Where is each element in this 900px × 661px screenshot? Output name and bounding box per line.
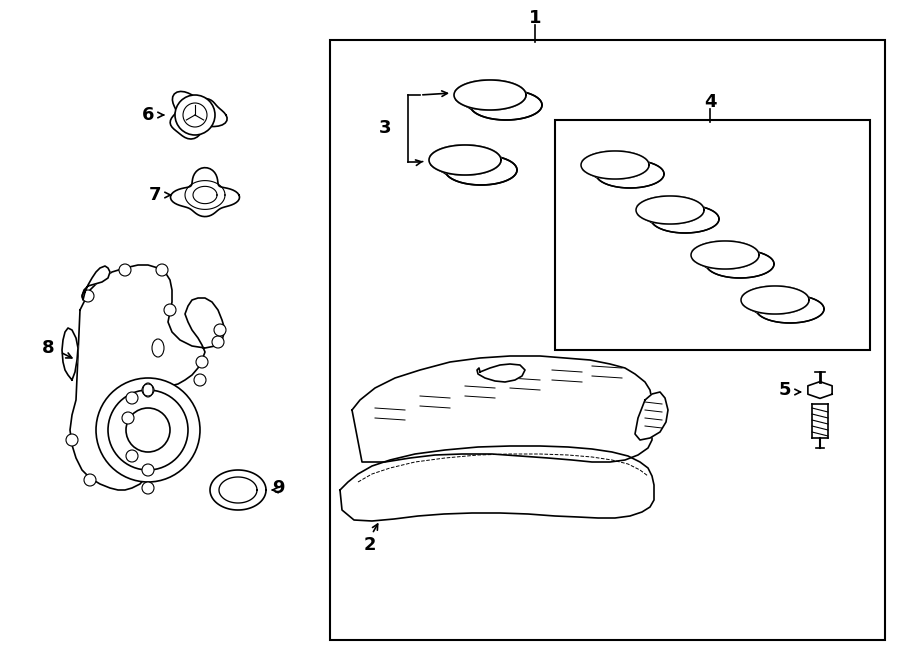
Circle shape <box>212 336 224 348</box>
Polygon shape <box>470 90 542 120</box>
Polygon shape <box>637 196 719 233</box>
Text: 6: 6 <box>142 106 154 124</box>
Polygon shape <box>429 145 501 175</box>
Circle shape <box>122 412 134 424</box>
Text: 8: 8 <box>41 339 54 357</box>
Circle shape <box>196 356 208 368</box>
Circle shape <box>84 474 96 486</box>
Circle shape <box>142 384 154 396</box>
Circle shape <box>126 450 138 462</box>
Polygon shape <box>352 356 652 462</box>
Polygon shape <box>582 151 664 188</box>
Polygon shape <box>756 295 824 323</box>
Circle shape <box>164 304 176 316</box>
Bar <box>555 120 870 350</box>
Circle shape <box>126 392 138 404</box>
Circle shape <box>142 482 154 494</box>
Circle shape <box>156 264 168 276</box>
Polygon shape <box>430 145 517 185</box>
Polygon shape <box>691 241 759 269</box>
Polygon shape <box>340 446 654 521</box>
Text: 9: 9 <box>272 479 284 497</box>
Polygon shape <box>581 151 649 179</box>
Circle shape <box>96 378 200 482</box>
Polygon shape <box>170 168 239 217</box>
Text: 7: 7 <box>148 186 161 204</box>
Circle shape <box>66 434 78 446</box>
Polygon shape <box>808 381 833 399</box>
Circle shape <box>119 264 131 276</box>
Text: 1: 1 <box>529 9 541 27</box>
Polygon shape <box>742 286 824 323</box>
Text: 4: 4 <box>704 93 716 111</box>
Polygon shape <box>445 155 517 185</box>
Polygon shape <box>454 80 526 110</box>
Polygon shape <box>596 160 664 188</box>
Polygon shape <box>741 286 809 314</box>
Polygon shape <box>477 364 525 382</box>
Polygon shape <box>210 470 266 510</box>
Polygon shape <box>636 196 704 224</box>
Polygon shape <box>170 91 227 139</box>
Polygon shape <box>70 265 225 490</box>
Circle shape <box>82 290 94 302</box>
Polygon shape <box>651 205 719 233</box>
Bar <box>330 40 885 640</box>
Circle shape <box>142 464 154 476</box>
Polygon shape <box>692 241 774 278</box>
Text: 5: 5 <box>778 381 791 399</box>
Text: 3: 3 <box>379 119 392 137</box>
Polygon shape <box>82 266 110 300</box>
Circle shape <box>194 374 206 386</box>
Circle shape <box>214 324 226 336</box>
Circle shape <box>126 408 170 452</box>
Polygon shape <box>62 328 78 380</box>
Text: 2: 2 <box>364 536 376 554</box>
Circle shape <box>175 95 215 135</box>
Polygon shape <box>635 392 668 440</box>
Polygon shape <box>455 80 542 120</box>
Polygon shape <box>706 250 774 278</box>
